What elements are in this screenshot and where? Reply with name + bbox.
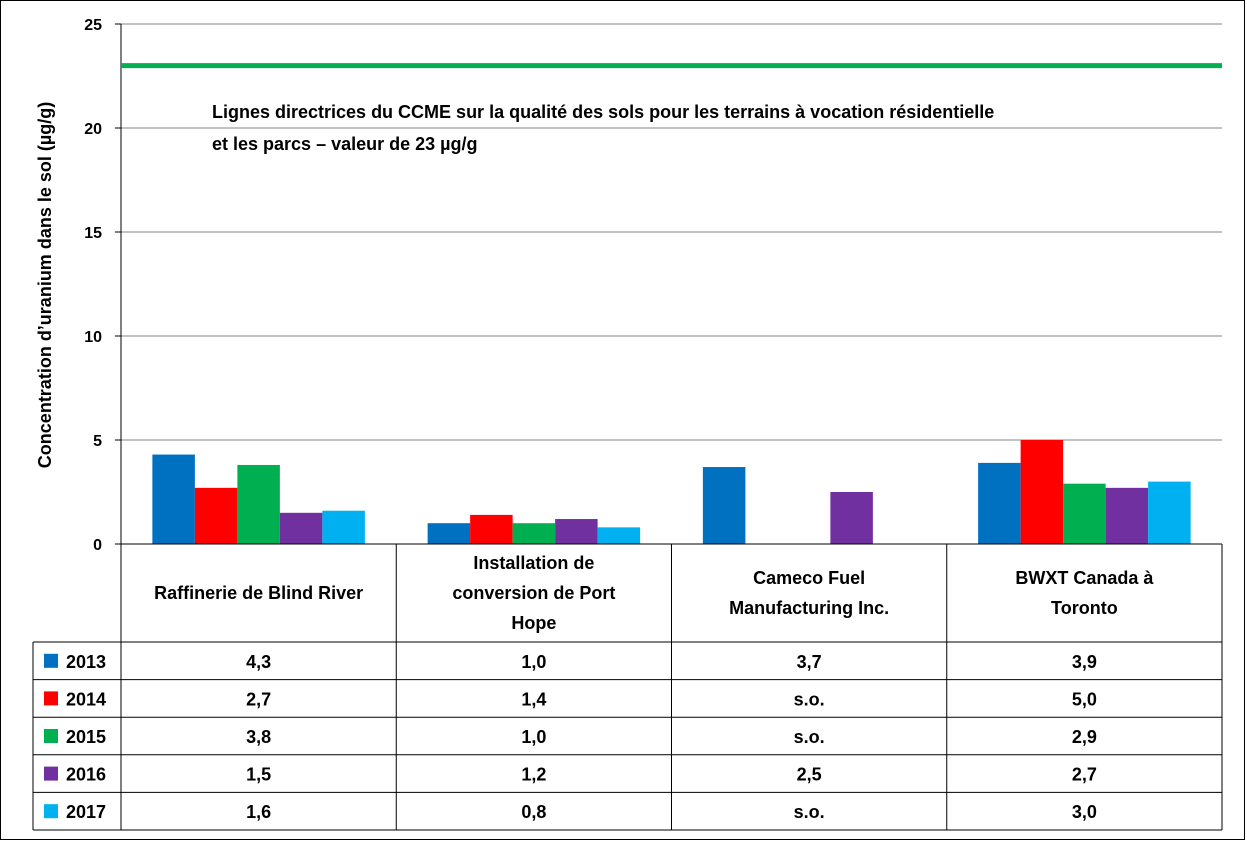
bars	[152, 440, 1191, 544]
bar	[194, 487, 238, 544]
bar	[512, 523, 556, 544]
bar	[1148, 481, 1191, 544]
data-table: Raffinerie de Blind River Installation de…	[32, 543, 1223, 831]
bar	[978, 462, 1021, 544]
data-label: 2,5	[797, 765, 822, 785]
legend-label: 2013	[66, 652, 106, 672]
y-axis-ticks: 0 5 10 15 20 25	[84, 17, 122, 554]
data-label: 3,9	[1072, 652, 1097, 672]
bar	[1063, 483, 1106, 544]
data-label: 1,4	[521, 689, 546, 709]
bar	[830, 492, 873, 544]
bar	[1020, 440, 1064, 544]
reference-line-label: et les parcs – valeur de 23 µg/g	[212, 134, 478, 154]
bar	[427, 523, 471, 544]
legend-label: 2016	[66, 765, 106, 785]
bar	[555, 519, 598, 544]
y-axis-label: Concentration d’uranium dans le sol (µg/…	[35, 102, 55, 468]
category-label: BWXT Canada à	[1015, 568, 1154, 588]
data-label: 1,2	[521, 765, 546, 785]
legend-key	[44, 766, 58, 781]
data-label: 3,0	[1072, 802, 1097, 822]
bar	[322, 510, 365, 544]
data-label: s.o.	[794, 802, 825, 822]
legend-label: 2017	[66, 802, 106, 822]
data-label: 3,7	[797, 652, 822, 672]
category-label: Installation de	[473, 553, 594, 573]
y-tick-label: 0	[93, 537, 102, 554]
legend-label: 2015	[66, 727, 106, 747]
data-label: 2,7	[1072, 765, 1097, 785]
legend-key	[44, 691, 58, 706]
data-label: s.o.	[794, 727, 825, 747]
y-tick-label: 5	[93, 433, 102, 450]
data-label: 2,9	[1072, 727, 1097, 747]
y-tick-label: 15	[84, 225, 102, 242]
bar	[152, 454, 195, 544]
bar	[470, 514, 513, 544]
category-label: Manufacturing Inc.	[729, 598, 889, 618]
data-label: 3,8	[246, 727, 271, 747]
data-label: 5,0	[1072, 689, 1097, 709]
data-label: 2,7	[246, 689, 271, 709]
category-label: Toronto	[1051, 598, 1118, 618]
category-label: Raffinerie de Blind River	[154, 583, 363, 603]
legend-key	[44, 804, 58, 819]
gridlines	[121, 23, 1222, 441]
data-label: s.o.	[794, 689, 825, 709]
y-tick-label: 10	[84, 329, 102, 346]
y-tick-label: 25	[84, 17, 102, 34]
reference-line-label: Lignes directrices du CCME sur la qualit…	[212, 102, 994, 122]
data-label: 1,0	[521, 727, 546, 747]
category-label: Hope	[511, 613, 556, 633]
bar	[597, 527, 641, 544]
y-tick-label: 20	[84, 121, 102, 138]
bar	[237, 464, 280, 544]
bar	[1105, 487, 1149, 544]
category-label: conversion de Port	[452, 583, 615, 603]
legend-key	[44, 653, 58, 668]
bar	[279, 512, 323, 544]
data-label: 1,5	[246, 765, 271, 785]
legend-label: 2014	[66, 689, 106, 709]
data-label: 1,6	[246, 802, 271, 822]
reference-line-group: Lignes directrices du CCME sur la qualit…	[121, 63, 1222, 154]
data-label: 1,0	[521, 652, 546, 672]
legend-key	[44, 729, 58, 743]
bar	[702, 467, 746, 544]
category-label: Cameco Fuel	[753, 568, 865, 588]
data-label: 4,3	[246, 652, 271, 672]
data-label: 0,8	[521, 802, 546, 822]
